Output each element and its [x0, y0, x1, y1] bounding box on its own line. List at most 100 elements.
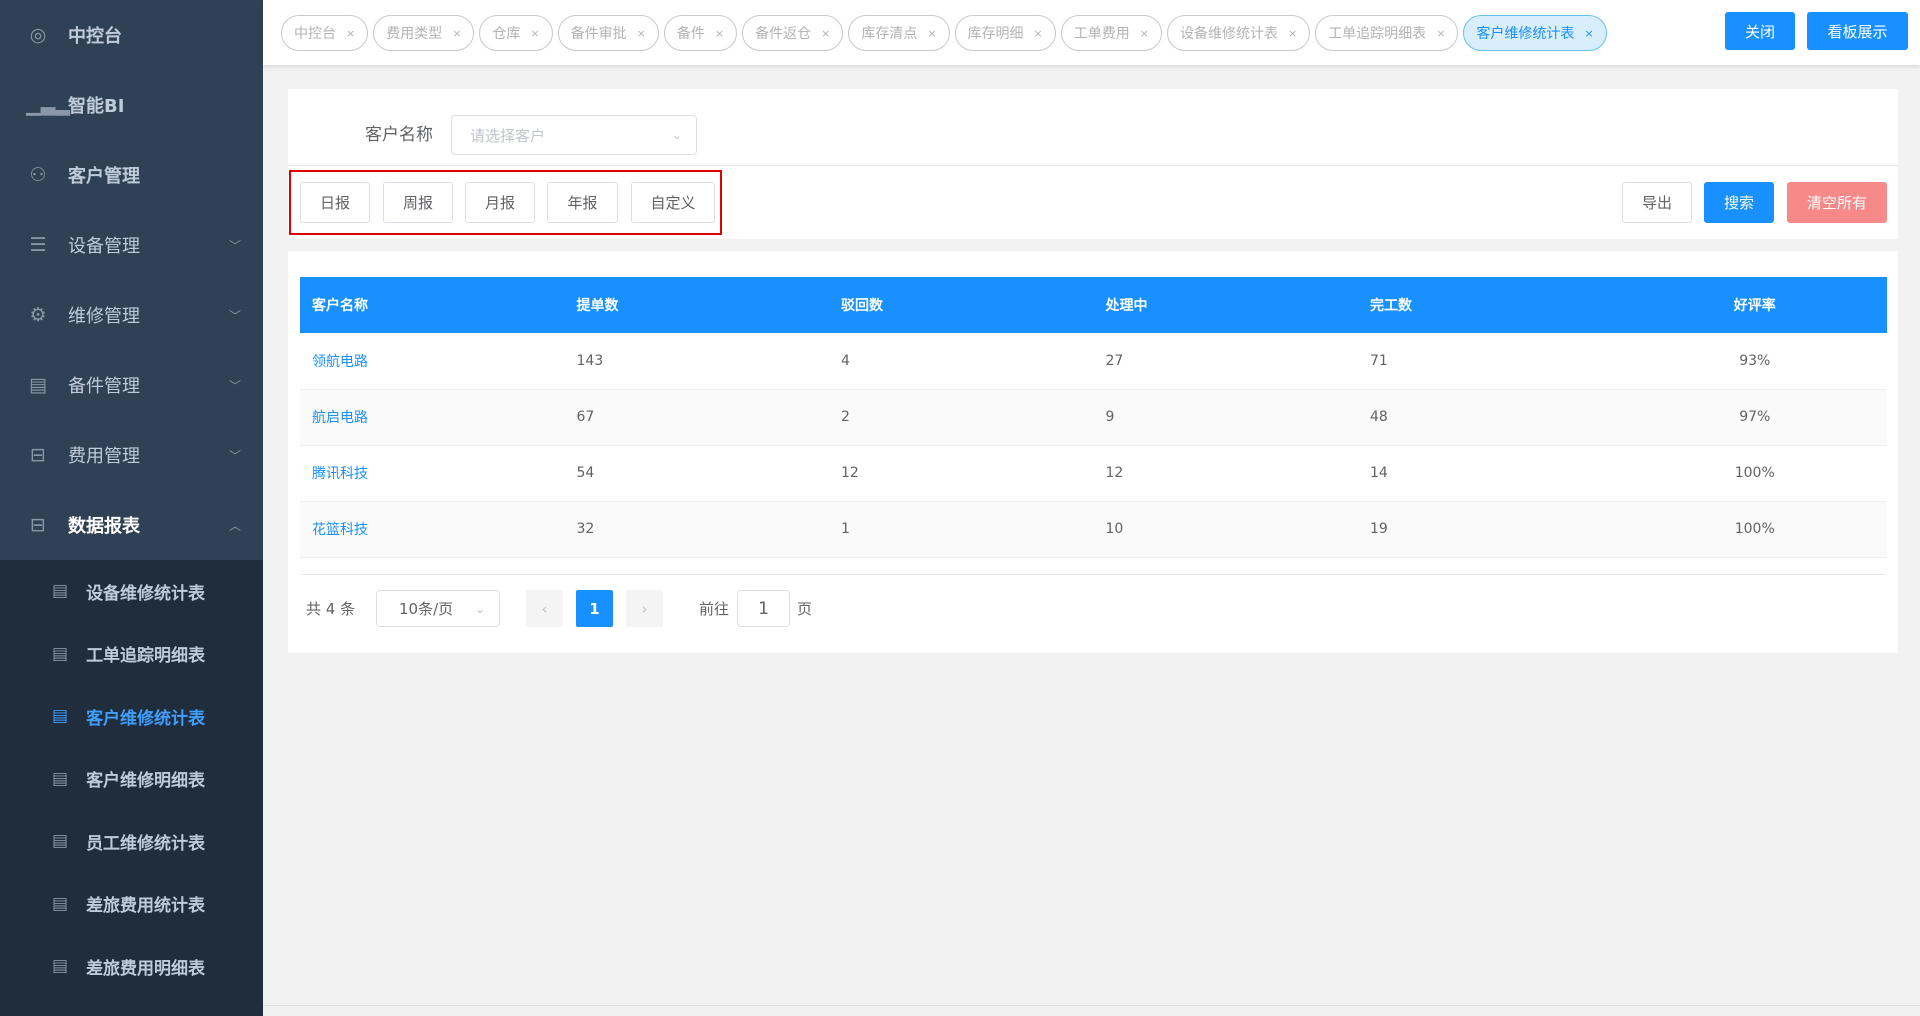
calendar-icon: ▤ [52, 768, 69, 789]
table-cell: 54 [564, 445, 829, 502]
submenu-item-label: 客户维修明细表 [86, 771, 206, 791]
yearly-report-button[interactable]: 年报 [547, 182, 618, 223]
page-suffix: 页 [797, 600, 813, 618]
submenu-item-3[interactable]: ▤ 客户维修明细表 [0, 748, 263, 810]
sidebar: ◎ 中控台 ▁▃▂ 智能BI ⚇ 客户管理 ☰ 设备管理 ﹀ ⚙ 维修管理 ﹀ ▤ 备件管理 ﹀ ⊟ 费用管理 ﹀… [0, 0, 263, 1016]
tab-4[interactable]: 备件 × [663, 15, 738, 51]
close-button[interactable]: 关闭 [1725, 12, 1795, 50]
tab-label: 费用类型 [386, 26, 443, 42]
table-row: 腾讯科技 54 12 12 14 100% [300, 445, 1887, 502]
tab-5[interactable]: 备件返仓 × [742, 15, 844, 51]
tab-6[interactable]: 库存清点 × [848, 15, 950, 51]
customer-link[interactable]: 花篮科技 [300, 501, 565, 558]
tab-2[interactable]: 仓库 × [479, 15, 553, 51]
sidebar-item-6[interactable]: ⊟ 费用管理 ﹀ [0, 420, 263, 490]
close-icon[interactable]: × [1436, 26, 1446, 40]
customer-select[interactable]: 请选择客户 ⌄ [451, 115, 697, 155]
table-row: 领航电路 143 4 27 71 93% [300, 333, 1887, 390]
close-icon[interactable]: × [1287, 26, 1298, 40]
sidebar-item-5[interactable]: ▤ 备件管理 ﹀ [0, 350, 263, 420]
tab-8[interactable]: 工单费用 × [1060, 15, 1162, 51]
search-button[interactable]: 搜索 [1704, 182, 1774, 223]
table-panel: 客户名称 提单数 驳回数 处理中 完工数 好评率 领航电路 143 4 27 71 93% 航启电路 6… [288, 251, 1898, 653]
dashboard-icon: ◎ [29, 24, 47, 46]
sidebar-item-1[interactable]: ▁▃▂ 智能BI [0, 70, 263, 140]
page-1-button[interactable]: 1 [576, 590, 613, 627]
table-cell: 12 [1093, 445, 1358, 502]
next-page-button[interactable]: › [626, 590, 663, 627]
submenu-item-1[interactable]: ▤ 工单追踪明细表 [0, 623, 263, 685]
submenu-item-label: 客户维修统计表 [86, 708, 206, 729]
users-icon: ⚇ [29, 164, 47, 186]
tab-9[interactable]: 设备维修统计表 × [1166, 15, 1311, 51]
sidebar-item-2[interactable]: ⚇ 客户管理 [0, 140, 263, 210]
table-cell: 9 [1093, 389, 1358, 446]
calendar-icon: ▤ [52, 581, 69, 601]
close-icon[interactable]: × [927, 26, 937, 40]
clear-all-button[interactable]: 清空所有 [1787, 182, 1887, 223]
customer-link[interactable]: 航启电路 [300, 389, 565, 446]
close-icon[interactable]: × [821, 26, 831, 40]
sidebar-item-0[interactable]: ◎ 中控台 [0, 0, 263, 70]
weekly-report-button[interactable]: 周报 [383, 182, 453, 223]
sidebar-item-4[interactable]: ⚙ 维修管理 ﹀ [0, 280, 263, 350]
repair-icon: ⚙ [29, 304, 47, 326]
submenu-item-5[interactable]: ▤ 差旅费用统计表 [0, 873, 263, 935]
tab-label: 库存清点 [861, 26, 918, 42]
tab-label: 工单追踪明细表 [1328, 26, 1427, 42]
monthly-report-button[interactable]: 月报 [465, 182, 535, 223]
close-icon[interactable]: × [636, 26, 646, 40]
submenu-item-label: 工单追踪明细表 [86, 646, 206, 666]
toolbox-icon: ▤ [29, 374, 47, 396]
sidebar-item-label: 数据报表 [68, 516, 140, 537]
tab-0[interactable]: 中控台 × [281, 15, 369, 51]
column-header: 提单数 [564, 277, 829, 333]
submenu-item-4[interactable]: ▤ 员工维修统计表 [0, 810, 263, 872]
bar-chart-icon: ▁▃▂ [26, 94, 70, 116]
close-icon[interactable]: × [452, 26, 462, 40]
custom-report-button[interactable]: 自定义 [631, 182, 715, 223]
submenu-item-6[interactable]: ▤ 差旅费用明细表 [0, 935, 263, 997]
divider [300, 574, 1886, 575]
customer-link[interactable]: 领航电路 [300, 333, 565, 390]
tab-7[interactable]: 库存明细 × [954, 15, 1056, 51]
submenu-item-2[interactable]: ▤ 客户维修统计表 [0, 685, 263, 747]
close-icon[interactable]: × [714, 26, 725, 40]
customer-link[interactable]: 腾讯科技 [300, 445, 565, 502]
table-cell: 2 [829, 389, 1094, 446]
sidebar-item-label: 维修管理 [68, 306, 140, 327]
horizontal-scrollbar[interactable] [263, 1005, 1920, 1016]
tab-3[interactable]: 备件审批 × [557, 15, 659, 51]
daily-report-button[interactable]: 日报 [300, 182, 370, 223]
tab-label: 库存明细 [967, 26, 1024, 42]
close-icon[interactable]: × [1139, 26, 1149, 40]
prev-page-button[interactable]: ‹ [526, 590, 563, 627]
presentation-icon: ⊟ [30, 444, 46, 466]
close-icon[interactable]: × [1584, 26, 1594, 40]
tab-10[interactable]: 工单追踪明细表 × [1315, 15, 1459, 51]
submenu-item-0[interactable]: ▤ 设备维修统计表 [0, 560, 263, 622]
board-display-button[interactable]: 看板展示 [1807, 12, 1908, 50]
table-cell: 10 [1093, 501, 1358, 558]
table-cell: 48 [1358, 389, 1623, 446]
server-icon: ☰ [29, 234, 47, 256]
tab-label: 备件审批 [570, 26, 627, 42]
chevron-down-icon: ⌄ [474, 601, 485, 616]
chevron-down-icon: ﹀ [228, 238, 241, 253]
calendar-icon: ▤ [52, 831, 69, 851]
tab-1[interactable]: 费用类型 × [373, 15, 475, 51]
tab-11[interactable]: 客户维修统计表 × [1463, 15, 1607, 51]
chevron-down-icon: ⌄ [671, 128, 682, 142]
export-button[interactable]: 导出 [1622, 182, 1692, 223]
goto-page-input[interactable]: 1 [737, 590, 790, 627]
close-icon[interactable]: × [346, 26, 356, 40]
goto-label: 前往 [699, 600, 730, 618]
page-size-select[interactable]: 10条/页 ⌄ [376, 590, 500, 627]
close-icon[interactable]: × [530, 26, 540, 40]
table-cell: 71 [1358, 333, 1623, 390]
sidebar-item-3[interactable]: ☰ 设备管理 ﹀ [0, 210, 263, 280]
table-cell: 27 [1093, 333, 1358, 390]
table-cell: 100% [1622, 445, 1887, 502]
sidebar-item-7[interactable]: ⊟ 数据报表 ︿ [0, 490, 263, 560]
close-icon[interactable]: × [1033, 26, 1043, 40]
